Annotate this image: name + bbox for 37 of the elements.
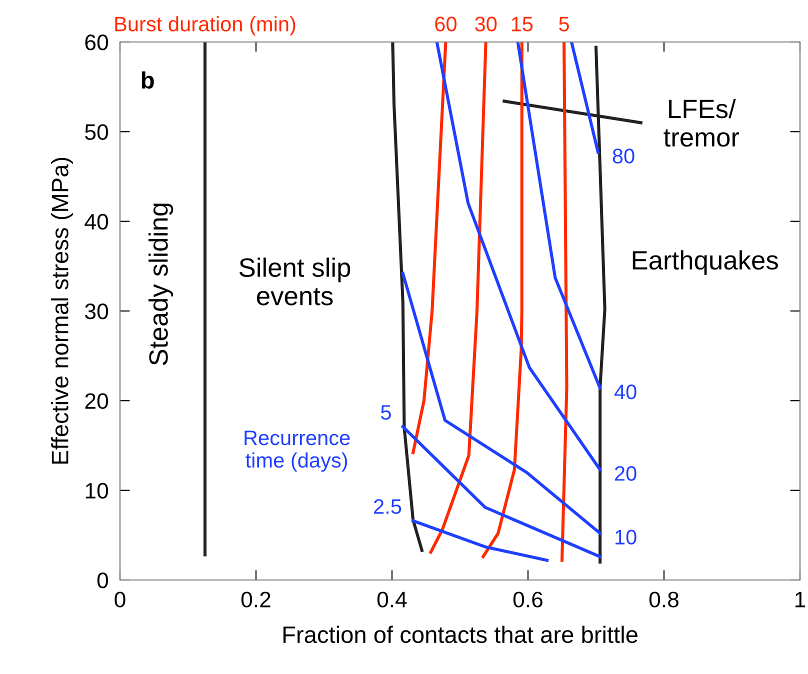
annotation: Steady sliding bbox=[148, 204, 174, 366]
series-label: 5 bbox=[559, 16, 569, 32]
x-axis-title: Fraction of contacts that are brittle bbox=[283, 626, 638, 644]
series-label: 80 bbox=[612, 148, 634, 164]
line-series bbox=[435, 42, 602, 472]
series-label: 10 bbox=[616, 530, 636, 545]
annotation: Silent slip events bbox=[239, 258, 350, 306]
x-tick-label: 0 bbox=[114, 592, 126, 608]
y-tick-label: 20 bbox=[85, 393, 108, 409]
text: Burst duration (min) bbox=[115, 16, 296, 36]
annotation: Earthquakes bbox=[632, 250, 778, 275]
y-tick-label: 30 bbox=[85, 304, 108, 320]
series-label: 5 bbox=[381, 405, 391, 420]
line-series bbox=[412, 42, 448, 454]
line-series bbox=[482, 42, 524, 558]
x-tick-label: 0.6 bbox=[513, 592, 542, 608]
series-label: 20 bbox=[615, 466, 636, 481]
y-tick-label: 50 bbox=[85, 124, 108, 140]
y-tick-label: 10 bbox=[86, 482, 108, 499]
series-label: 2.5 bbox=[374, 499, 402, 514]
y-tick-label: 40 bbox=[84, 214, 108, 230]
y-tick-label: 0 bbox=[97, 572, 108, 588]
x-tick-label: 0.8 bbox=[649, 592, 678, 608]
annotation: b bbox=[142, 71, 154, 89]
x-tick-label: 0.4 bbox=[377, 592, 407, 608]
y-tick-label: 60 bbox=[85, 34, 108, 50]
series-label: 40 bbox=[614, 384, 636, 400]
x-tick-label: 1 bbox=[796, 592, 806, 608]
line-series bbox=[429, 42, 488, 554]
line-series bbox=[401, 272, 602, 535]
y-axis-title: Effective normal stress (MPa) bbox=[51, 158, 74, 464]
series-label: 15 bbox=[512, 16, 533, 32]
annotation: LFEs/ tremor bbox=[664, 98, 740, 147]
annotation: Recurrence time (days) bbox=[244, 430, 350, 472]
x-tick-label: 0.2 bbox=[241, 592, 270, 608]
series-label: 60 bbox=[435, 16, 456, 32]
series-label: 30 bbox=[475, 16, 497, 32]
